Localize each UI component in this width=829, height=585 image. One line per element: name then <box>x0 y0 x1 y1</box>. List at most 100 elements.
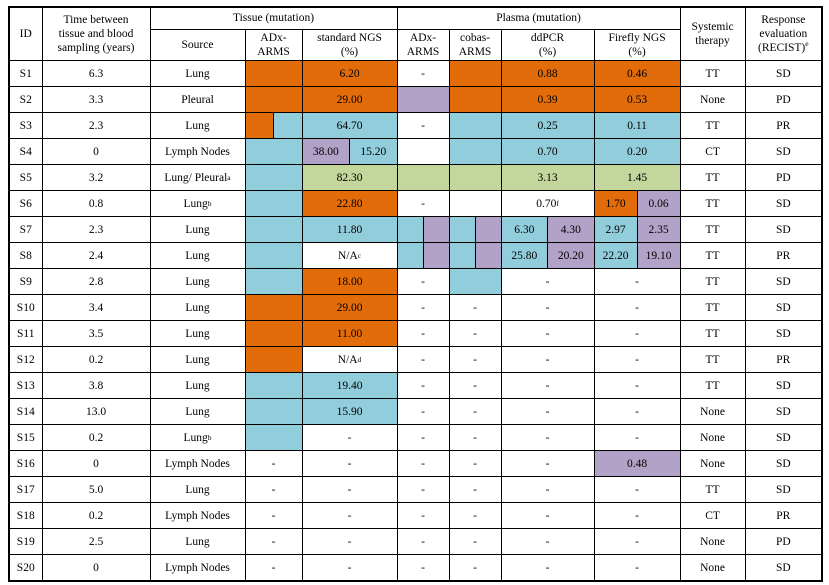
cell-segment: S19 <box>10 529 42 555</box>
cell-segment: 2.35 <box>636 217 680 243</box>
cell-S1-ddpcr: 0.88 <box>500 60 595 88</box>
cell-S7-cobas <box>448 216 502 244</box>
cell-segment: SD <box>745 139 822 165</box>
cell-S2-std_ngs: 29.00 <box>301 86 398 114</box>
cell-segment: - <box>449 477 501 503</box>
cell-segment <box>397 217 423 243</box>
cell-segment: - <box>397 113 449 139</box>
cell-S4-tissue_adx <box>244 138 303 166</box>
cell-segment: Lung <box>150 61 245 87</box>
cell-S14-tissue_adx <box>244 398 303 426</box>
cell-segment: SD <box>745 373 822 399</box>
cell-segment: S7 <box>10 217 42 243</box>
cell-segment: SD <box>745 295 822 321</box>
col-header-tissue-adx-arms: ADx- ARMS <box>244 28 303 62</box>
col-header-id: ID <box>8 6 43 62</box>
cell-S16-p_adx: - <box>396 450 450 478</box>
cell-S7-p_adx <box>396 216 450 244</box>
cell-S13-id: S13 <box>8 372 43 400</box>
cell-S9-source: Lung <box>149 268 246 296</box>
cell-S19-cobas: - <box>448 528 502 556</box>
cell-segment <box>245 321 302 347</box>
cell-S2-therapy: None <box>679 86 746 114</box>
cell-segment: 3.3 <box>42 87 150 113</box>
cell-segment: S20 <box>10 555 42 581</box>
cell-S17-tissue_adx: - <box>244 476 303 504</box>
cell-S8-source: Lung <box>149 242 246 270</box>
cell-segment: Lung <box>150 321 245 347</box>
cell-segment: 0 <box>42 451 150 477</box>
cell-S10-time: 3.4 <box>41 294 151 322</box>
cell-S3-cobas <box>448 112 502 140</box>
cell-S3-id: S3 <box>8 112 43 140</box>
cell-S14-p_adx: - <box>396 398 450 426</box>
cell-segment: SD <box>745 477 822 503</box>
cell-S8-tissue_adx <box>244 242 303 270</box>
cell-segment <box>449 217 475 243</box>
cell-segment: - <box>245 477 302 503</box>
cell-S4-therapy: CT <box>679 138 746 166</box>
cell-S13-tissue_adx <box>244 372 303 400</box>
cell-segment: 1.70 <box>594 191 637 217</box>
cell-segment <box>422 243 449 269</box>
cell-segment <box>449 61 501 87</box>
cell-segment: SD <box>745 451 822 477</box>
cell-segment: SD <box>745 555 822 581</box>
cell-segment: 0.46 <box>594 61 680 87</box>
table-row-S6: S6 0.8 Lung b 22.80- 0.70 f 1.70 0.06 TT SD <box>8 190 823 218</box>
cell-segment: - <box>302 425 397 451</box>
cell-S16-time: 0 <box>41 450 151 478</box>
cell-segment: S13 <box>10 373 42 399</box>
cell-S7-therapy: TT <box>679 216 746 244</box>
cell-S2-time: 3.3 <box>41 86 151 114</box>
cell-segment: - <box>397 477 449 503</box>
col-header-sampling-time: Time between tissue and blood sampling (… <box>41 6 151 62</box>
cell-S18-time: 0.2 <box>41 502 151 530</box>
cell-segment: None <box>680 399 745 425</box>
cell-segment <box>449 87 501 113</box>
cell-S8-time: 2.4 <box>41 242 151 270</box>
cell-S5-tissue_adx <box>244 164 303 192</box>
cell-segment: - <box>449 347 501 373</box>
cell-segment: Lung b <box>150 425 245 451</box>
cell-segment: None <box>680 555 745 581</box>
cell-segment: 0 <box>42 139 150 165</box>
cell-segment: 20.20 <box>547 243 594 269</box>
cell-S1-source: Lung <box>149 60 246 88</box>
cell-S1-firefly: 0.46 <box>593 60 681 88</box>
cell-segment: PR <box>745 347 822 373</box>
cell-S11-time: 3.5 <box>41 320 151 348</box>
cell-S12-response: PR <box>744 346 823 374</box>
cell-S10-std_ngs: 29.00 <box>301 294 398 322</box>
cell-segment: S2 <box>10 87 42 113</box>
cell-S14-ddpcr: - <box>500 398 595 426</box>
cell-segment: - <box>501 295 594 321</box>
cell-segment: TT <box>680 243 745 269</box>
cell-segment: - <box>397 321 449 347</box>
cell-S11-cobas: - <box>448 320 502 348</box>
cell-segment <box>422 217 449 243</box>
table-row-S3: S3 2.3 Lung 64.70- 0.25 0.11 TT PR <box>8 112 823 140</box>
cell-S11-therapy: TT <box>679 320 746 348</box>
header-row-groups: ID Time between tissue and blood samplin… <box>8 6 823 62</box>
cell-S12-ddpcr: - <box>500 346 595 374</box>
table-row-S14: S14 13.0 Lung 15.90- - - - None SD <box>8 398 823 426</box>
col-header-systemic-therapy: Systemic therapy <box>679 6 746 62</box>
cell-segment: S3 <box>10 113 42 139</box>
cell-S15-ddpcr: - <box>500 424 595 452</box>
cell-segment: - <box>245 529 302 555</box>
cell-S11-source: Lung <box>149 320 246 348</box>
cell-segment: 0.11 <box>594 113 680 139</box>
cell-segment: - <box>449 321 501 347</box>
table-row-S20: S20 0 Lymph Nodes - - - - - - None SD <box>8 554 823 582</box>
cell-segment: 19.40 <box>302 373 397 399</box>
cell-segment: 2.97 <box>594 217 637 243</box>
cell-segment <box>245 425 302 451</box>
cell-segment: 5.0 <box>42 477 150 503</box>
table-row-S13: S13 3.8 Lung 19.40- - - - TT SD <box>8 372 823 400</box>
cell-segment <box>245 399 302 425</box>
cell-S12-p_adx: - <box>396 346 450 374</box>
cell-S13-source: Lung <box>149 372 246 400</box>
cell-segment: - <box>594 399 680 425</box>
cell-S2-p_adx <box>396 86 450 114</box>
